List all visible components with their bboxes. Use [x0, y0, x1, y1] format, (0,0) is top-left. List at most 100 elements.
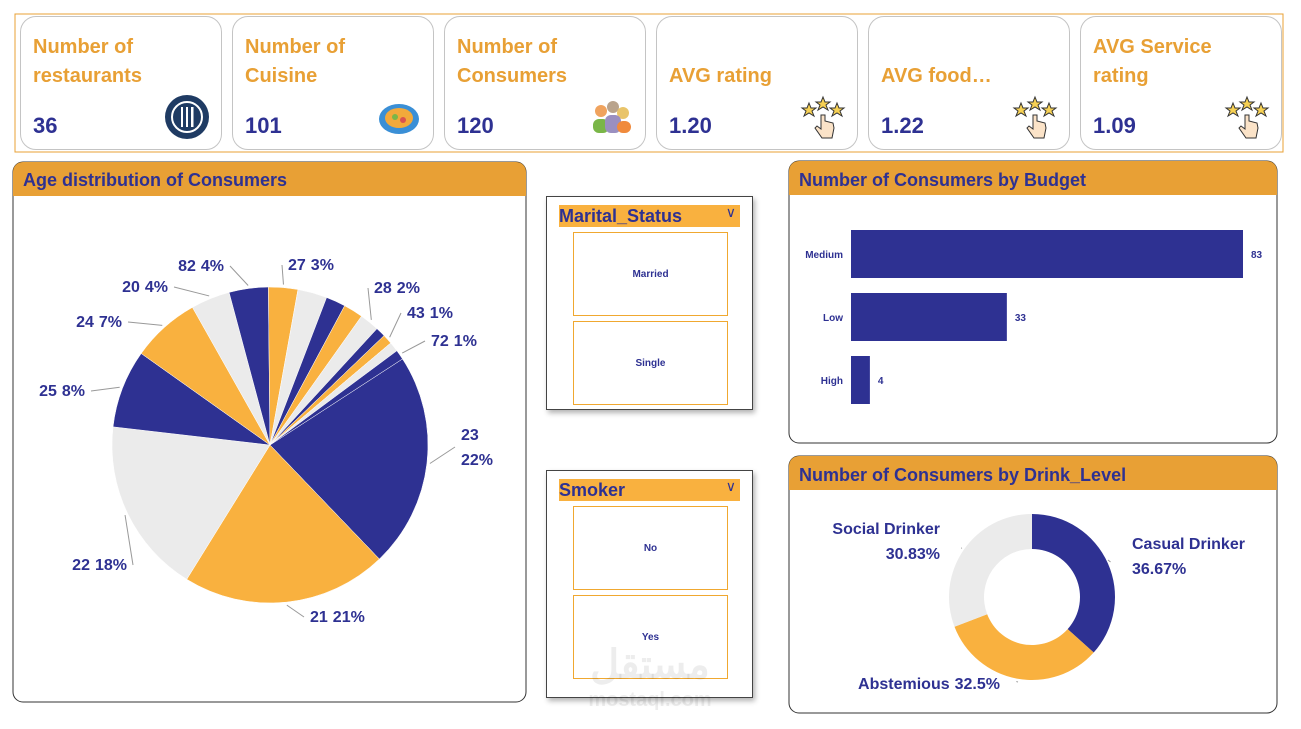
kpi-value: 1.22	[881, 113, 924, 138]
kpi-value: 120	[457, 113, 494, 138]
value-label: 30.83%	[886, 546, 940, 563]
pie-slice	[269, 358, 429, 560]
leader-line	[90, 386, 120, 392]
leader-line	[401, 340, 426, 354]
kpi-card: AVG food… 1.22	[868, 16, 1070, 150]
pie-slice	[111, 426, 271, 580]
leader-line	[173, 286, 210, 297]
kpi-icon	[593, 101, 631, 133]
donut-slice	[954, 614, 1094, 680]
data-label: 24 7%	[76, 314, 122, 331]
kpi-value: 101	[245, 113, 282, 138]
kpi-card: Number of restaurants 36	[20, 16, 222, 150]
value-label: 1%	[430, 305, 453, 322]
kpi-icon	[800, 95, 846, 139]
kpi-value: 1.09	[1093, 113, 1136, 138]
value-label: 32.5%	[955, 676, 1000, 693]
slicer-item[interactable]: Married	[573, 232, 728, 316]
category-label: 72	[431, 333, 449, 350]
data-label: 4	[878, 376, 884, 387]
kpi-icon	[1224, 95, 1270, 139]
chart-title: Age distribution of Consumers	[23, 170, 287, 190]
slicer-header: Marital_Status ∨	[559, 204, 740, 227]
panel-header	[789, 456, 1277, 490]
value-label: 18%	[95, 557, 127, 574]
value-label: 1%	[454, 333, 477, 350]
slicer: Marital_Status ∨ Married Single	[546, 196, 753, 410]
leader-line	[229, 265, 249, 286]
kpi-title: Number of restaurants	[33, 36, 142, 87]
dropdown[interactable]: ∨	[725, 478, 736, 494]
value-label: 8%	[62, 383, 85, 400]
kpi-icon	[1012, 95, 1058, 139]
category-label: 27	[288, 257, 306, 274]
value-label: 7%	[99, 314, 122, 331]
value-label: 22%	[461, 452, 493, 469]
bar	[851, 356, 870, 404]
kpi-title: AVG food…	[881, 65, 992, 87]
leader-line	[367, 287, 372, 320]
kpi-card: AVG rating 1.20	[656, 16, 858, 150]
panel-header	[789, 161, 1277, 195]
category-label: 25	[39, 383, 57, 400]
slicer-header: Smoker ∨	[559, 478, 740, 501]
category-label: 43	[407, 305, 425, 322]
category-label: 20	[122, 279, 140, 296]
category-label: 21	[310, 609, 328, 626]
y-tick-label: Low	[823, 313, 843, 324]
kpi-value: 36	[33, 113, 58, 138]
leader-line	[127, 321, 163, 326]
data-label: Casual Drinker 36.67%	[1132, 536, 1245, 578]
slicer: Smoker ∨ No Yes	[546, 470, 753, 698]
slicer-item[interactable]: Single	[573, 321, 728, 405]
donut-slice	[948, 514, 1032, 627]
data-label: 27 3%	[288, 257, 334, 274]
category-label: Social Drinker	[832, 521, 940, 538]
bar	[851, 230, 1243, 278]
leader-line	[124, 514, 134, 566]
dropdown[interactable]: ∨	[725, 204, 736, 220]
kpi-icon	[165, 95, 209, 139]
value-label: 4%	[145, 279, 168, 296]
kpi-value: 1.20	[669, 113, 712, 138]
kpi-card: Number of Consumers 120	[444, 16, 646, 150]
kpi-title: Number of Consumers	[457, 36, 568, 87]
kpi-card: Number of Cuisine 101	[232, 16, 434, 150]
value-label: 36.67%	[1132, 561, 1186, 578]
data-label: 21 21%	[310, 609, 365, 626]
leader-line	[389, 312, 402, 338]
data-label: 83	[1251, 250, 1263, 261]
slicer-item[interactable]: No	[573, 506, 728, 590]
leader-line	[281, 264, 284, 285]
value-label: 3%	[311, 257, 334, 274]
category-label: Casual Drinker	[1132, 536, 1245, 553]
value-label: 21%	[333, 609, 365, 626]
y-tick-label: Medium	[805, 250, 843, 261]
donut-slice	[1032, 514, 1115, 653]
value-label: 2%	[397, 280, 420, 297]
category-label: 22	[72, 557, 90, 574]
kpi-title: AVG Service rating	[1093, 36, 1212, 87]
plots: 23 22%21 21%22 18%25 8%24 7%20 4%82 4% 27 3%28 2%4…	[39, 230, 1263, 693]
chart-title: Number of Consumers by Drink_Level	[799, 465, 1126, 485]
slicer-title: Smoker	[559, 480, 626, 500]
data-label: 43 1%	[407, 305, 453, 322]
slicer-item[interactable]: Yes	[573, 595, 728, 679]
leader-line	[1107, 559, 1111, 563]
pie-slice	[186, 444, 380, 604]
y-tick-label: High	[821, 376, 843, 387]
slicer-title: Marital_Status	[559, 206, 683, 226]
data-label: 20 4%	[122, 279, 168, 296]
data-label: 72 1%	[431, 333, 477, 350]
data-label: 33	[1015, 313, 1027, 324]
data-label: 82 4%	[178, 258, 224, 275]
kpi-title: Number of Cuisine	[245, 36, 345, 87]
category-label: 82	[178, 258, 196, 275]
category-label: 23	[461, 427, 479, 444]
data-label: 22 18%	[72, 557, 127, 574]
kpi-card: AVG Service rating 1.09	[1080, 16, 1282, 150]
value-label: 4%	[201, 258, 224, 275]
data-label: Abstemious 32.5%	[858, 676, 1000, 693]
